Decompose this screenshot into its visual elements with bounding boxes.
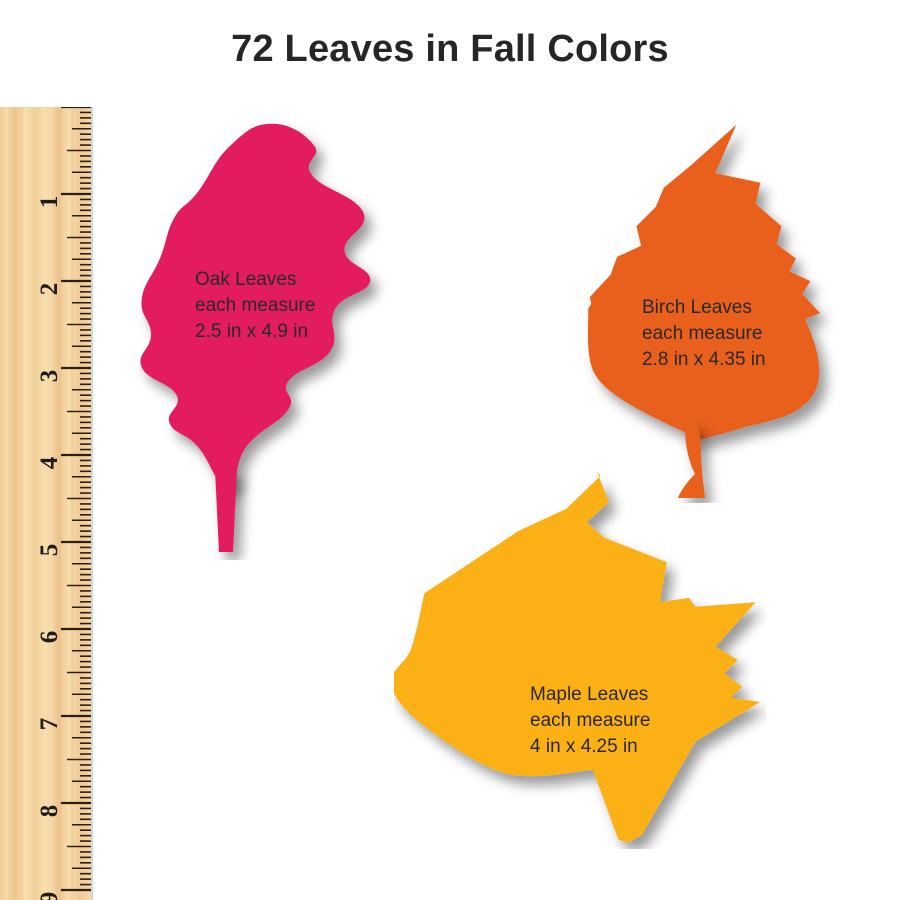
svg-text:9: 9 xyxy=(36,892,63,900)
svg-text:Birch Leaves each measur: Birch Leaves each measure 2.8 in x 4.35 … xyxy=(642,297,768,370)
svg-text:1: 1 xyxy=(36,196,63,209)
svg-text:2: 2 xyxy=(36,283,63,296)
svg-text:4: 4 xyxy=(36,456,63,469)
svg-text:7: 7 xyxy=(36,718,63,731)
svg-text:3: 3 xyxy=(36,370,63,383)
svg-text:6: 6 xyxy=(36,631,63,644)
svg-text:5: 5 xyxy=(36,544,63,557)
svg-text:Maple Leaves each measur: Maple Leaves each measure 4 in x 4.25 in xyxy=(530,684,656,757)
svg-text:8: 8 xyxy=(36,805,63,818)
